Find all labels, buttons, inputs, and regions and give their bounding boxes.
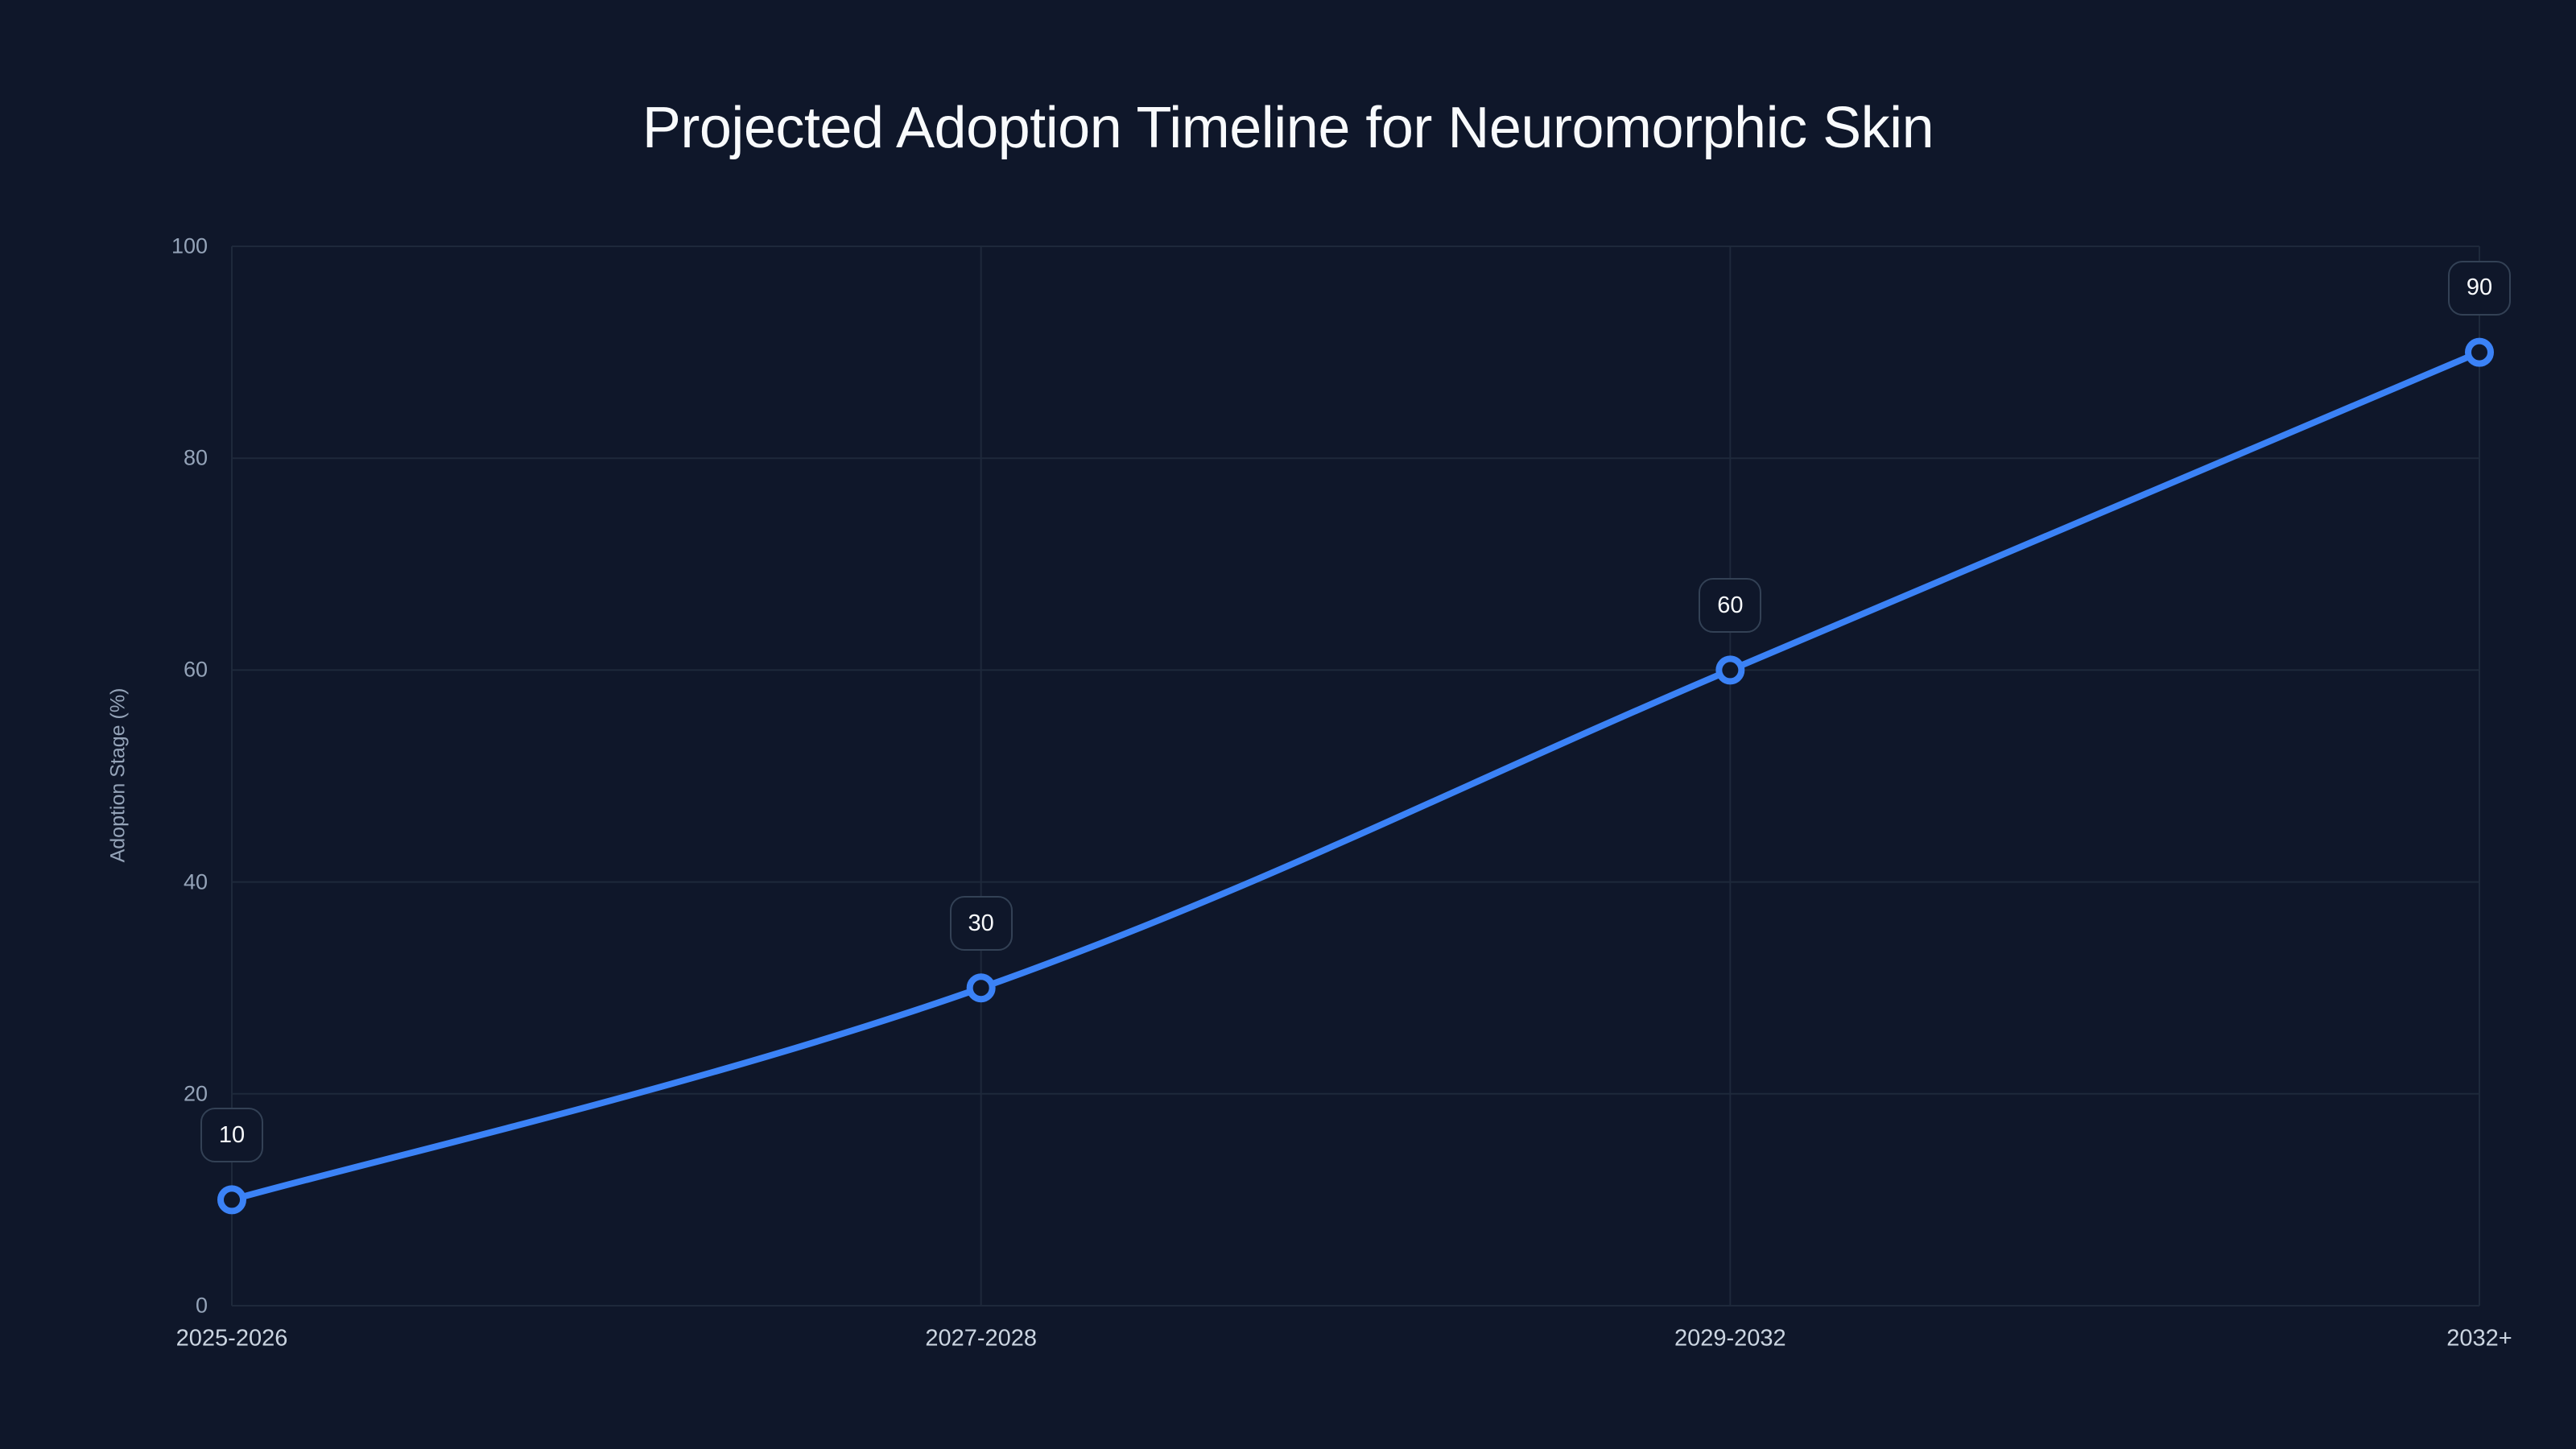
data-point-marker bbox=[217, 1185, 246, 1215]
y-tick-label: 80 bbox=[183, 445, 208, 470]
gridlines bbox=[231, 246, 2480, 1307]
x-tick-label: 2025-2026 bbox=[175, 1325, 288, 1352]
x-tick-label: 2029-2032 bbox=[1674, 1325, 1786, 1352]
data-point-marker bbox=[2465, 337, 2494, 367]
data-label: 90 bbox=[2448, 260, 2511, 316]
data-markers bbox=[217, 337, 2494, 1215]
data-point-marker bbox=[966, 973, 996, 1003]
data-label: 30 bbox=[949, 896, 1013, 952]
x-tick-label: 2032+ bbox=[2446, 1325, 2512, 1352]
y-tick-label: 20 bbox=[183, 1081, 208, 1106]
y-tick-label: 0 bbox=[195, 1293, 208, 1318]
data-label: 60 bbox=[1699, 578, 1762, 634]
y-tick-label: 100 bbox=[171, 233, 208, 258]
series-line bbox=[229, 349, 2483, 1203]
y-tick-label: 40 bbox=[183, 869, 208, 894]
y-tick-label: 60 bbox=[183, 657, 208, 682]
data-label: 10 bbox=[200, 1108, 263, 1163]
x-tick-label: 2027-2028 bbox=[925, 1325, 1037, 1352]
data-point-marker bbox=[1715, 655, 1745, 685]
chart-title: Projected Adoption Timeline for Neuromor… bbox=[642, 96, 1934, 160]
